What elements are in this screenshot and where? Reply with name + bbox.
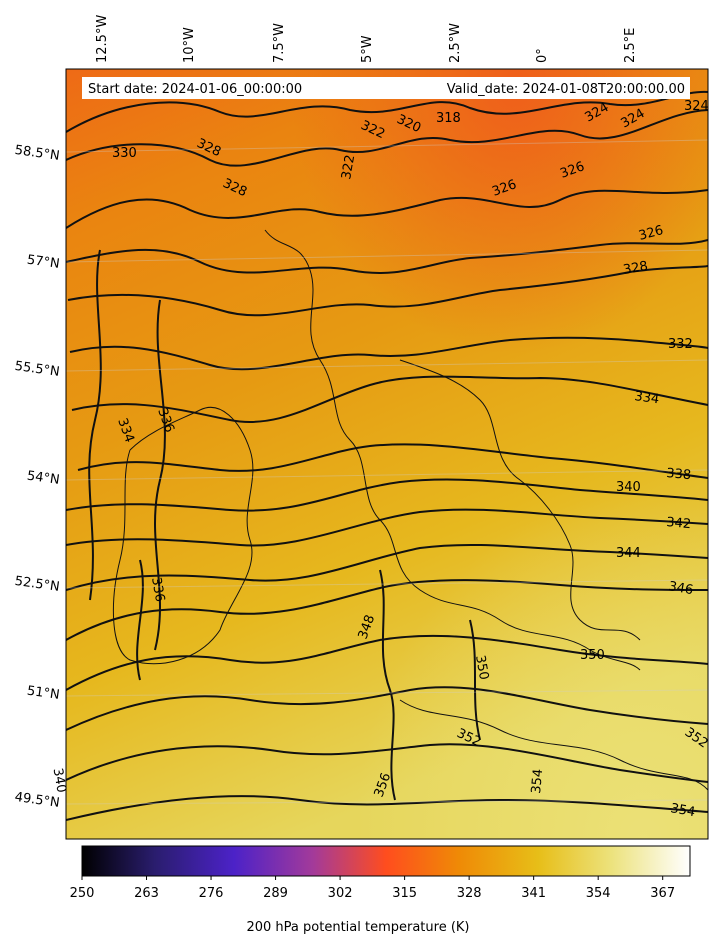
colorbar-ticks: 250 263 276 289 302 315 328 341 354 367 [70,876,675,901]
graticule [65,139,709,805]
lon-label: 10°W [182,27,197,63]
contour-label: 324 [684,99,709,114]
lat-label: 52.5°N [14,574,61,595]
colorbar-title: 200 hPa potential temperature (K) [246,920,470,935]
contour-label: 350 [472,654,491,681]
colorbar-tick-label: 354 [586,886,611,901]
lon-label: 0° [535,48,550,63]
lon-label: 12.5°W [95,15,110,63]
contour-label: 330 [112,146,137,161]
longitude-labels: 12.5°W 10°W 7.5°W 5°W 2.5°W 0° 2.5°E [95,15,638,63]
contour-label: 344 [616,546,641,561]
lon-label: 2.5°E [623,28,638,63]
start-date: Start date: 2024-01-06_00:00:00 [88,82,302,97]
lat-label: 54°N [26,469,61,488]
colorbar-tick-label: 276 [199,886,224,901]
latitude-labels: 58.5°N 57°N 55.5°N 54°N 52.5°N 51°N 49.5… [14,143,61,811]
colorbar-tick-label: 341 [521,886,546,901]
lon-label: 2.5°W [448,23,463,63]
contour-label: 350 [580,648,605,663]
contour-label: 328 [622,259,649,278]
lat-label: 58.5°N [14,143,61,164]
colorbar-tick-label: 302 [328,886,353,901]
contour-lines [66,90,708,821]
lon-label: 5°W [360,35,375,63]
contour-label: 322 [339,154,358,181]
map-frame [65,68,709,840]
colorbar-tick-label: 367 [650,886,675,901]
contour-label: 340 [616,480,641,495]
coastlines [113,229,708,791]
valid-date: Valid_date: 2024-01-08T20:00:00.00 [447,82,685,97]
contour-label: 340 [50,767,69,794]
contour-label: 338 [666,466,692,483]
colorbar-tick-label: 250 [70,886,95,901]
colorbar-gradient [81,845,691,877]
lat-label: 51°N [26,684,61,703]
contour-label: 326 [637,223,665,244]
colorbar-tick-label: 315 [392,886,417,901]
contour-label: 342 [666,515,692,532]
colorbar-tick-label: 328 [457,886,482,901]
lon-label: 7.5°W [272,23,287,63]
colorbar: 250 263 276 289 302 315 328 341 354 367 [70,845,691,901]
contour-label: 332 [668,337,693,352]
temperature-pale-area [66,69,708,839]
contour-label: 334 [633,389,660,407]
lat-label: 57°N [26,253,61,272]
contour-label: 336 [148,576,167,603]
info-box [82,77,690,99]
contour-label: 354 [529,768,546,794]
colorbar-tick-label: 263 [134,886,159,901]
lat-label: 55.5°N [14,359,61,380]
contour-label: 354 [669,801,696,820]
contour-label: 318 [436,111,461,126]
contour-label: 346 [667,579,694,598]
lat-label: 49.5°N [14,790,61,811]
colorbar-tick-label: 289 [263,886,288,901]
map-panel: 330 328 328 322 320 318 324 324 324 322 … [50,68,711,840]
